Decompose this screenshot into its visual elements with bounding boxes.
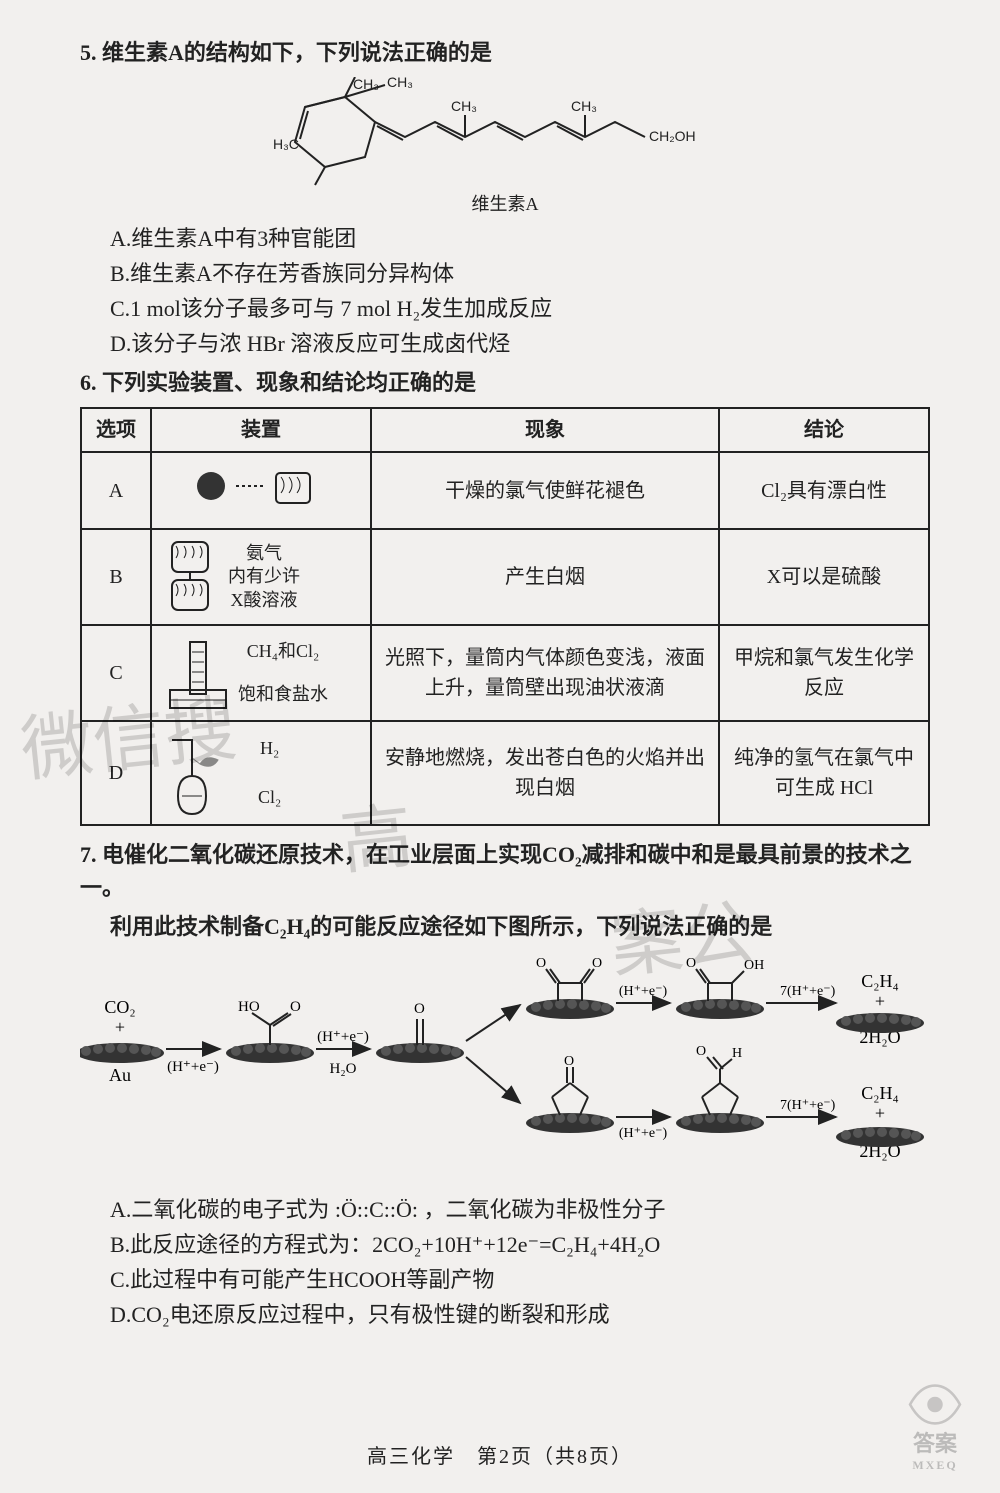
diag-step-1: (H⁺+e⁻) xyxy=(167,1059,219,1075)
table-row-b: B 氨气 内有少许 X酸溶液 产生 xyxy=(81,529,929,625)
col-conclusion: 结论 xyxy=(719,408,929,452)
cell-b-phen: 产生白烟 xyxy=(371,529,719,625)
corner-logo: 答案 MXEQ xyxy=(890,1383,980,1473)
table-row-a: A 干燥的氯气使鲜花褪色 Cl₂具有漂白性 xyxy=(81,452,929,529)
cell-c-phen: 光照下，量筒内气体颜色变浅，液面上升，量筒壁出现油状液滴 xyxy=(371,625,719,721)
q7-diagram: CO₂ + Au (H⁺+e⁻) HO O (H⁺+e⁻) H₂O O xyxy=(80,953,930,1183)
cell-c-opt: C xyxy=(81,625,151,721)
logo-l1: 答案 xyxy=(913,1426,957,1458)
diag-int1-ho: HO xyxy=(238,999,260,1015)
mol-ch3-top2: CH₃ xyxy=(451,98,477,114)
diag-prod-mid-2: + xyxy=(875,1103,885,1123)
diag-prod-top-1: C₂H₄ xyxy=(861,971,899,991)
dev-b-l1: 氨气 xyxy=(228,542,300,565)
diag-step-3: (H⁺+e⁻) xyxy=(619,984,668,999)
diag-low-o2: O xyxy=(696,1044,706,1059)
diag-prod-mid-1: + xyxy=(875,991,885,1011)
q5-stem: 5. 维生素A的结构如下，下列说法正确的是 xyxy=(80,36,930,69)
device-b-icon xyxy=(162,536,222,618)
q6-stem: 6. 下列实验装置、现象和结论均正确的是 xyxy=(80,366,930,399)
mol-ch3-top3: CH₃ xyxy=(571,98,597,114)
cell-b-conc: X可以是硫酸 xyxy=(719,529,929,625)
mol-ch3-top1b: CH₃ xyxy=(387,77,413,90)
diag-seven-1: 7(H⁺+e⁻) xyxy=(780,984,836,999)
mol-ch2oh: CH₂OH xyxy=(649,128,696,144)
diag-prod-top-2: C₂H₄ xyxy=(861,1083,899,1103)
q7-stem-1: 7. 电催化二氧化碳还原技术，在工业层面上实现CO₂减排和碳中和是最具前景的技术… xyxy=(80,838,930,904)
q5-opt-d: D.该分子与浓 HBr 溶液反应可生成卤代烃 xyxy=(110,327,930,360)
dev-b-l3: X酸溶液 xyxy=(228,589,300,612)
q7-stem-2: 利用此技术制备C₂H₄的可能反应途径如下图所示，下列说法正确的是 xyxy=(110,910,930,943)
cell-d-opt: D xyxy=(81,721,151,825)
cell-a-opt: A xyxy=(81,452,151,529)
diag-step-2: (H⁺+e⁻) xyxy=(317,1029,369,1045)
cell-a-phen: 干燥的氯气使鲜花褪色 xyxy=(371,452,719,529)
q5-opt-a: A.维生素A中有3种官能团 xyxy=(110,222,930,255)
q7-opt-a: A.二氧化碳的电子式为 :Ö::C::Ö: ，二氧化碳为非极性分子 xyxy=(110,1193,930,1226)
col-device: 装置 xyxy=(151,408,371,452)
diag-up-o2: O xyxy=(592,956,602,971)
q6-table: 选项 装置 现象 结论 A 干燥的氯气使鲜花褪色 Cl₂具有漂白性 B xyxy=(80,407,930,826)
dev-d-l1: H₂ xyxy=(258,737,281,760)
diag-int1-o: O xyxy=(290,999,301,1015)
dev-d-l2: Cl₂ xyxy=(258,786,281,809)
diag-up-oh: OH xyxy=(744,958,764,973)
dev-b-l2: 内有少许 xyxy=(228,565,300,588)
cell-a-conc: Cl₂具有漂白性 xyxy=(719,452,929,529)
q5-opt-b: B.维生素A不存在芳香族同分异构体 xyxy=(110,257,930,290)
page-footer: 高三化学 第2页（共8页） xyxy=(0,1440,1000,1469)
diag-low-h: H xyxy=(732,1046,742,1061)
col-phenomenon: 现象 xyxy=(371,408,719,452)
q5-structure: H₃C CH₃ CH₃ CH₃ CH₃ CH₂OH 维生素A xyxy=(80,77,930,216)
cell-c-conc: 甲烷和氯气发生化学反应 xyxy=(719,625,929,721)
cell-b-opt: B xyxy=(81,529,151,625)
table-row-c: C CH₄和Cl₂ 饱和食盐水 xyxy=(81,625,929,721)
mol-ch3-left: H₃C xyxy=(273,136,299,152)
device-a-icon xyxy=(181,459,341,513)
cell-d-phen: 安静地燃烧，发出苍白色的火焰并出现白烟 xyxy=(371,721,719,825)
diag-step-4: (H⁺+e⁻) xyxy=(619,1126,668,1141)
dev-c-l1: CH₄和Cl₂ xyxy=(238,640,328,663)
mol-ch3-top1a: CH₃ xyxy=(353,77,379,92)
diag-up-o1: O xyxy=(536,956,546,971)
diag-seven-2: 7(H⁺+e⁻) xyxy=(780,1098,836,1113)
diag-h2o-1: H₂O xyxy=(330,1061,357,1077)
diag-low-o1: O xyxy=(564,1054,574,1069)
exam-page: 微信搜 高 案公 5. 维生素A的结构如下，下列说法正确的是 xyxy=(0,0,1000,1493)
cell-c-dev: CH₄和Cl₂ 饱和食盐水 xyxy=(151,625,371,721)
diag-int2-o: O xyxy=(414,1001,425,1017)
q5-caption: 维生素A xyxy=(80,190,930,216)
q7-opt-d: D.CO₂电还原反应过程中，只有极性键的断裂和形成 xyxy=(110,1298,930,1331)
diag-au: Au xyxy=(109,1065,131,1085)
diag-plus-1: + xyxy=(115,1017,125,1037)
table-row-d: D H₂ Cl₂ 安静地燃烧，发 xyxy=(81,721,929,825)
q7-opt-c: C.此过程中有可能产生HCOOH等副产物 xyxy=(110,1263,930,1296)
device-c-icon xyxy=(162,632,232,714)
device-d-icon xyxy=(162,728,252,818)
q5-opt-c: C.1 mol该分子最多可与 7 mol H₂发生加成反应 xyxy=(110,292,930,325)
col-option: 选项 xyxy=(81,408,151,452)
cell-a-dev xyxy=(151,452,371,529)
table-header-row: 选项 装置 现象 结论 xyxy=(81,408,929,452)
cell-b-dev: 氨气 内有少许 X酸溶液 xyxy=(151,529,371,625)
cell-d-conc: 纯净的氢气在氯气中可生成 HCl xyxy=(719,721,929,825)
logo-l2: MXEQ xyxy=(912,1458,957,1473)
cell-d-dev: H₂ Cl₂ xyxy=(151,721,371,825)
diag-co2: CO₂ xyxy=(104,997,135,1017)
diag-up-o3: O xyxy=(686,956,696,971)
q7-opt-b: B.此反应途径的方程式为：2CO₂+10H⁺+12e⁻=C₂H₄+4H₂O xyxy=(110,1228,930,1261)
dev-c-l2: 饱和食盐水 xyxy=(238,683,328,706)
